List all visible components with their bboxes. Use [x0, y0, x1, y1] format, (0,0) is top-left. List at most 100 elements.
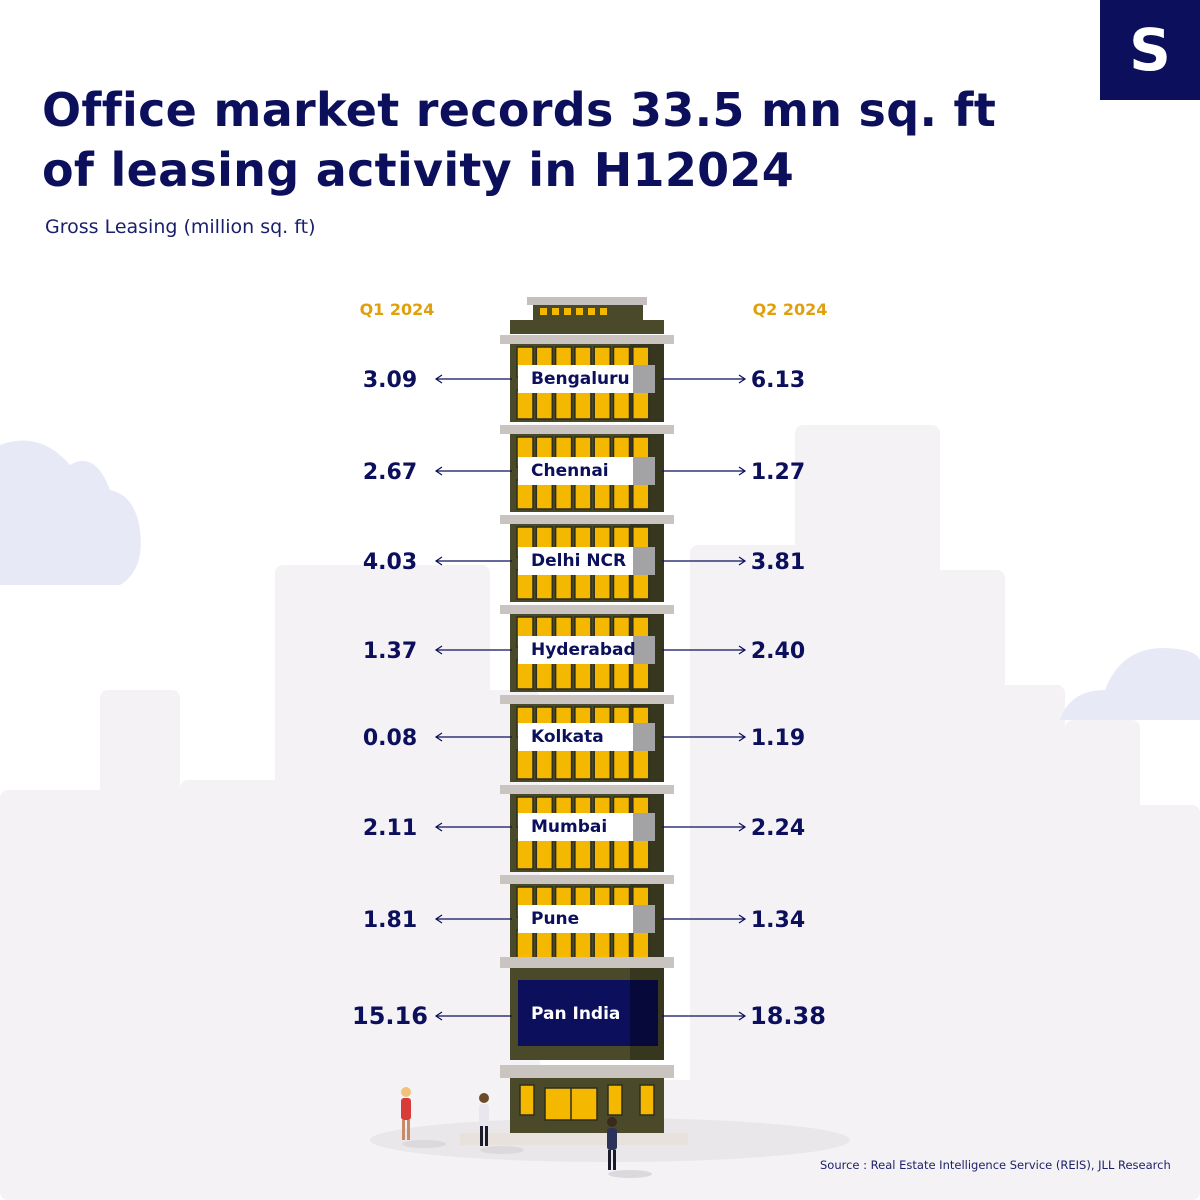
floor-slab [500, 695, 674, 704]
window [554, 749, 573, 780]
window [574, 749, 592, 780]
column-header-q1: Q1 2024 [359, 300, 435, 319]
arrow-head [434, 374, 443, 384]
person-head [479, 1093, 489, 1103]
person-body [479, 1104, 489, 1126]
person-man [607, 1117, 652, 1178]
label-box-shade [633, 547, 655, 575]
arrow-head [738, 466, 747, 476]
label-box [518, 636, 655, 664]
window [632, 659, 650, 690]
title-line-2: of leasing activity in H12024 [42, 143, 795, 197]
arrow-head [738, 914, 747, 924]
source-note: Source : Real Estate Intelligence Servic… [820, 1158, 1171, 1172]
window [612, 389, 631, 420]
person-leg [480, 1126, 483, 1146]
arrow-head [738, 1011, 747, 1021]
arrow-left [434, 466, 512, 476]
q2-value: 1.19 [751, 726, 805, 751]
label-box [518, 457, 655, 485]
arrow-right [662, 374, 747, 384]
window [612, 749, 631, 780]
arrow-left [434, 374, 512, 384]
skyline-block [100, 690, 180, 1200]
arrow-right [662, 466, 747, 476]
column-header-q2: Q2 2024 [752, 300, 828, 319]
q2-value: 18.38 [750, 1002, 826, 1030]
window [612, 929, 631, 960]
window [574, 659, 592, 690]
arrow-head [434, 732, 443, 742]
person-leg [613, 1150, 616, 1170]
window [535, 389, 554, 420]
label-box [518, 547, 655, 575]
floor-slab [500, 425, 674, 434]
arrow-left [434, 914, 512, 924]
city-skyline-background [0, 425, 1200, 1200]
window [516, 929, 534, 960]
person-woman [401, 1087, 446, 1148]
window [593, 389, 611, 420]
window [612, 839, 631, 870]
arrow-right [662, 556, 747, 566]
q1-value: 3.09 [363, 368, 417, 393]
arrow-left [434, 556, 512, 566]
roof-light [552, 308, 559, 315]
window [516, 659, 534, 690]
arrow-left [434, 1011, 512, 1021]
window [516, 839, 534, 870]
arrow-left [434, 732, 512, 742]
window [535, 929, 554, 960]
city-label: Mumbai [531, 817, 607, 837]
city-label: Bengaluru [531, 369, 630, 389]
label-box-shade [633, 365, 655, 393]
arrow-right [662, 1011, 747, 1021]
window [554, 659, 573, 690]
label-box-shade [633, 813, 655, 841]
window [607, 1084, 623, 1116]
q1-value: 15.16 [352, 1002, 428, 1030]
label-box [518, 905, 655, 933]
label-box-shade [630, 980, 658, 1046]
window [574, 839, 592, 870]
city-label: Pune [531, 909, 579, 929]
q1-value: 1.37 [363, 639, 417, 664]
skyline-block [795, 425, 940, 1200]
arrow-right [662, 732, 747, 742]
city-label: Kolkata [531, 727, 604, 747]
people-figures [401, 1087, 652, 1178]
skyline-block [935, 570, 1005, 1200]
person-head [607, 1117, 617, 1127]
roof-light [564, 308, 571, 315]
window [574, 389, 592, 420]
brand-logo: S [1100, 0, 1200, 100]
roof-light [588, 308, 595, 315]
skyline-block [690, 545, 800, 1200]
skyline-block [275, 565, 490, 1200]
window [632, 389, 650, 420]
arrow-right [662, 822, 747, 832]
roof-light [600, 308, 607, 315]
arrow-head [434, 645, 443, 655]
arrow-right [662, 914, 747, 924]
floor-slab [500, 335, 674, 344]
window [612, 659, 631, 690]
floor-slab [500, 785, 674, 794]
q1-value: 4.03 [363, 550, 417, 575]
roof-cap [527, 297, 647, 305]
window [593, 839, 611, 870]
roof-light [540, 308, 547, 315]
city-label: Delhi NCR [531, 551, 626, 571]
floor-slab [500, 515, 674, 524]
roof-parapet [510, 320, 664, 334]
window [535, 839, 554, 870]
roof-light [576, 308, 583, 315]
label-box [518, 813, 655, 841]
person-leg [608, 1150, 611, 1170]
person-head [401, 1087, 411, 1097]
q1-value: 2.67 [363, 460, 417, 485]
window [535, 749, 554, 780]
window [535, 659, 554, 690]
